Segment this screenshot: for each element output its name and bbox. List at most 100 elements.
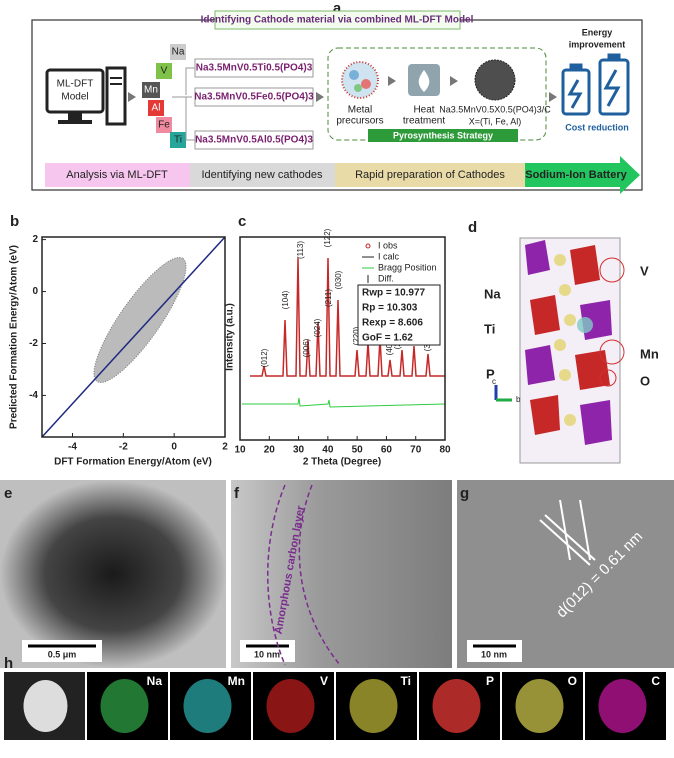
arrow	[450, 76, 458, 86]
y-tick-label: 0	[32, 286, 38, 297]
step-label: treatment	[403, 116, 445, 127]
peak-label: (404)	[385, 336, 394, 355]
atom-label: Mn	[640, 346, 659, 361]
xrd-plot	[239, 236, 446, 441]
arrow	[549, 92, 557, 102]
precursor-icon	[341, 61, 379, 99]
hrtem-image	[457, 480, 674, 668]
model-text: Model	[61, 92, 88, 103]
legend-entry: I calc	[378, 251, 400, 261]
eds-signal	[183, 679, 232, 733]
formula: Na3.5MnV0.5Fe0.5(PO4)3	[194, 92, 314, 103]
step-label: Metal	[348, 105, 372, 116]
y-tick-label: -2	[29, 338, 38, 349]
formula-box	[194, 130, 314, 150]
y-axis-label: Predicted Formation Energy/Atom (eV)	[9, 245, 20, 429]
model-text: ML-DFT	[57, 79, 94, 90]
scale-text: 0.5 μm	[48, 649, 77, 659]
axis-name: c	[492, 377, 496, 386]
x-tick-label: -2	[119, 442, 128, 453]
element: Na	[172, 47, 185, 58]
panel-label: e	[4, 485, 12, 502]
x-tick-label: 70	[410, 445, 422, 456]
eds-signal	[515, 679, 564, 733]
element: Mn	[144, 85, 158, 96]
element-box	[170, 44, 186, 60]
point-cloud	[93, 257, 187, 383]
hrtem-image	[231, 480, 452, 668]
element-box	[156, 117, 172, 133]
particle	[23, 680, 68, 732]
atom-label: O	[640, 373, 650, 388]
element-label: C	[651, 674, 660, 688]
strategy: Pyrosynthesis Strategy	[393, 130, 493, 140]
element-label: Ti	[401, 674, 411, 688]
element-label: O	[568, 674, 577, 688]
x-tick-label: 20	[264, 445, 276, 456]
product-formula: X=(Ti, Fe, Al)	[469, 116, 521, 126]
formula-box	[194, 58, 314, 78]
boundary	[267, 484, 286, 666]
crystal-structure	[519, 237, 625, 464]
panel-label: a	[333, 0, 342, 17]
connector	[185, 97, 195, 141]
energy-text: Energy	[582, 27, 613, 37]
scale-text: 10 nm	[481, 649, 507, 659]
stat: Rexp = 8.606	[362, 318, 423, 329]
step-text: Sodium-Ion Battery	[525, 169, 627, 181]
plot-frame	[41, 236, 226, 438]
x-tick-label: 0	[171, 442, 177, 453]
boundary	[298, 484, 341, 666]
formula: Na3.5MnV0.5Ti0.5(PO4)3	[196, 63, 313, 74]
atom-label: V	[640, 263, 649, 278]
formula: Na3.5MnV0.5Al0.5(PO4)3	[195, 135, 313, 146]
product-formula: Na3.5MnV0.5X0.5(PO4)3/C	[439, 104, 551, 114]
peak-label: (104)	[281, 290, 290, 309]
xrd-pattern	[250, 257, 445, 377]
diagonal	[41, 236, 226, 438]
lattice-markers	[539, 499, 596, 566]
energy-text: improvement	[569, 39, 626, 49]
element-label: P	[486, 674, 494, 688]
panel-title: Identifying Cathode material via combine…	[201, 15, 474, 26]
x-tick-label: 80	[439, 445, 451, 456]
y-tick-label: 2	[32, 234, 38, 245]
formula-box	[194, 87, 314, 107]
element-box	[148, 100, 164, 116]
step-text: Identifying new cathodes	[201, 169, 323, 181]
x-tick-label: 50	[352, 445, 364, 456]
eds-signal	[100, 679, 149, 733]
legend-entry: Diff.	[378, 273, 394, 283]
atom-label: Ti	[484, 321, 495, 336]
step-label: Heat	[413, 105, 434, 116]
connector	[185, 67, 195, 95]
peak-label: (211)	[324, 289, 333, 307]
computer-icon	[45, 66, 127, 126]
tem-image	[0, 480, 226, 668]
step-text: Analysis via ML-DFT	[66, 169, 168, 181]
peak-label: (006)	[302, 338, 311, 357]
panel-label: b	[10, 213, 19, 230]
stat: Rp = 10.303	[362, 303, 418, 314]
panel-label: f	[234, 485, 240, 502]
arrow	[128, 92, 136, 102]
element-box	[170, 132, 186, 148]
x-tick-label: -4	[68, 442, 77, 453]
x-axis-label: 2 Theta (Degree)	[303, 457, 381, 468]
plot-frame	[239, 236, 446, 441]
eds-signal	[432, 679, 481, 733]
title-box	[214, 10, 461, 30]
peak-label: (012)	[260, 348, 269, 367]
x-tick-label: 2	[222, 442, 228, 453]
panel-label: g	[460, 485, 469, 502]
scale-text: 10 nm	[254, 649, 280, 659]
y-axis-label: Intensity (a.u.)	[225, 303, 236, 371]
peak-label: (113)	[296, 241, 305, 259]
legend-entry: I obs	[378, 240, 398, 250]
particle-icon	[474, 59, 516, 101]
eds-signal	[349, 679, 398, 733]
peak-label: (024)	[313, 318, 322, 337]
cost-text: Cost reduction	[565, 122, 629, 132]
peak-label: (122)	[323, 228, 332, 247]
